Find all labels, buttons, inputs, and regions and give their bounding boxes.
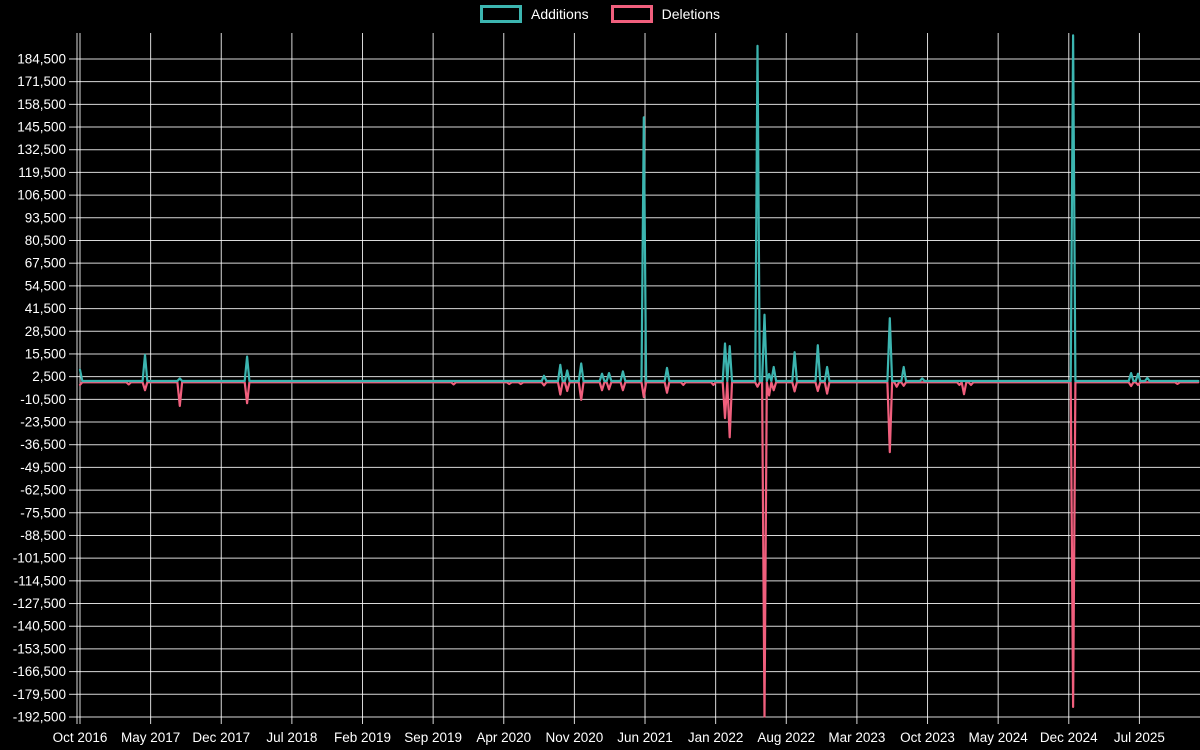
x-tick-label: Feb 2019: [334, 730, 391, 745]
y-tick-label: -62,500: [20, 483, 66, 498]
additions-line: [78, 34, 1200, 383]
y-tick-label: -114,500: [14, 573, 66, 588]
gridlines: [69, 33, 1200, 724]
y-tick-label: -101,500: [13, 551, 66, 566]
y-tick-label: -23,500: [20, 415, 66, 430]
additions-legend-swatch: [480, 5, 523, 23]
x-tick-label: Mar 2023: [828, 730, 885, 745]
additions-legend-label: Additions: [531, 6, 589, 22]
y-tick-label: 54,500: [25, 278, 66, 293]
x-tick-label: Jan 2022: [688, 730, 744, 745]
x-tick-label: Oct 2016: [53, 730, 108, 745]
x-tick-label: Jul 2025: [1114, 730, 1165, 745]
y-tick-label: -179,500: [13, 687, 66, 702]
y-tick-label: -49,500: [20, 460, 66, 475]
y-tick-label: 28,500: [25, 324, 66, 339]
x-tick-label: Sep 2019: [404, 730, 462, 745]
y-tick-label: 132,500: [17, 142, 66, 157]
y-tick-label: 80,500: [25, 233, 66, 248]
deletions-legend-label: Deletions: [661, 6, 720, 22]
y-tick-label: -192,500: [13, 709, 66, 724]
x-tick-label: Dec 2024: [1040, 730, 1098, 745]
y-tick-label: 67,500: [25, 256, 66, 271]
y-tick-label: 93,500: [25, 210, 66, 225]
chart-legend: Additions Deletions: [0, 5, 1200, 23]
y-tick-label: -10,500: [20, 392, 66, 407]
x-tick-label: Jul 2018: [266, 730, 317, 745]
x-tick-label: May 2024: [969, 730, 1029, 745]
y-tick-label: -36,500: [20, 437, 66, 452]
deletions-line: [78, 381, 1200, 718]
legend-item-additions[interactable]: Additions: [480, 5, 589, 23]
x-tick-label: Jun 2021: [617, 730, 673, 745]
x-tick-label: Oct 2023: [900, 730, 955, 745]
y-tick-label: 119,500: [18, 165, 66, 180]
deletions-legend-swatch: [610, 5, 653, 23]
x-tick-label: Dec 2017: [192, 730, 250, 745]
y-tick-label: -127,500: [13, 596, 66, 611]
x-tick-label: Aug 2022: [757, 730, 815, 745]
y-tick-label: -140,500: [13, 619, 66, 634]
y-tick-label: 158,500: [17, 97, 66, 112]
y-tick-label: -153,500: [13, 641, 66, 656]
y-tick-label: 2,500: [32, 369, 66, 384]
y-tick-label: -166,500: [13, 664, 66, 679]
y-tick-label: 106,500: [17, 188, 66, 203]
x-tick-label: Apr 2020: [476, 730, 531, 745]
legend-item-deletions[interactable]: Deletions: [610, 5, 720, 23]
y-tick-label: 184,500: [17, 51, 66, 66]
y-tick-label: 171,500: [17, 74, 66, 89]
y-tick-label: 41,500: [25, 301, 66, 316]
x-tick-label: May 2017: [121, 730, 180, 745]
y-tick-label: 145,500: [17, 120, 66, 135]
y-tick-label: 15,500: [25, 346, 66, 361]
y-tick-label: -88,500: [20, 528, 66, 543]
x-tick-label: Nov 2020: [545, 730, 603, 745]
y-tick-label: -75,500: [20, 505, 66, 520]
